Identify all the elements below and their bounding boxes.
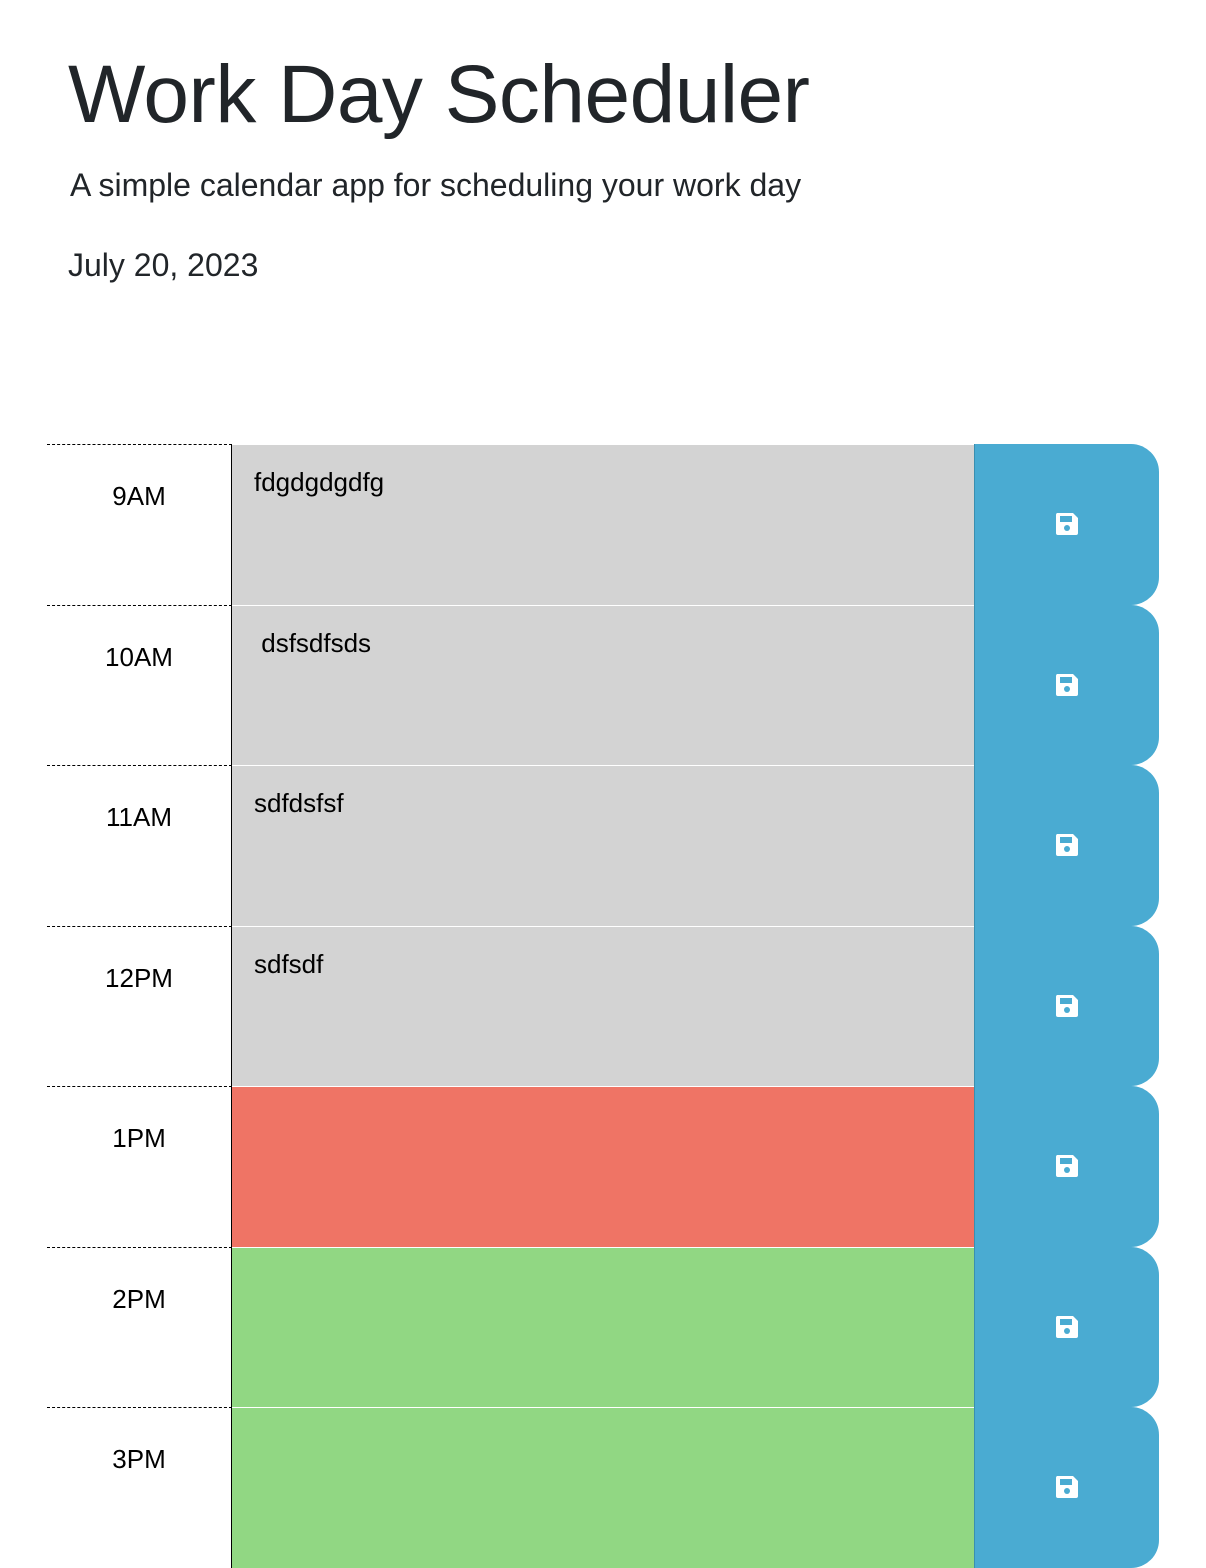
event-description-2pm[interactable] [232,1246,974,1407]
save-button-1pm[interactable] [974,1086,1159,1247]
event-description-3pm[interactable] [232,1407,974,1568]
time-block-2pm: 2PM [47,1246,1159,1407]
hour-label: 9AM [47,444,232,605]
save-button-2pm[interactable] [974,1246,1159,1407]
floppy-disk-icon [1054,993,1080,1019]
save-button-10am[interactable] [974,604,1159,765]
event-description-1pm[interactable] [232,1086,974,1247]
floppy-disk-icon [1054,511,1080,537]
hour-label: 11AM [47,765,232,926]
event-description-9am[interactable]: fdgdgdgdfg [232,444,974,605]
page-title: Work Day Scheduler [68,49,810,140]
hour-label: 3PM [47,1407,232,1568]
save-button-3pm[interactable] [974,1407,1159,1568]
save-button-9am[interactable] [974,444,1159,605]
floppy-disk-icon [1054,1314,1080,1340]
time-block-10am: 10AM dsfsdfsds [47,604,1159,765]
time-block-12pm: 12PM sdfsdf [47,925,1159,1086]
floppy-disk-icon [1054,1474,1080,1500]
save-button-11am[interactable] [974,765,1159,926]
time-block-3pm: 3PM [47,1407,1159,1568]
time-block-9am: 9AM fdgdgdgdfg [47,444,1159,605]
floppy-disk-icon [1054,672,1080,698]
time-block-1pm: 1PM [47,1086,1159,1247]
floppy-disk-icon [1054,832,1080,858]
hour-label: 2PM [47,1246,232,1407]
event-description-10am[interactable]: dsfsdfsds [232,604,974,765]
current-day: July 20, 2023 [68,247,259,283]
event-description-11am[interactable]: sdfdsfsf [232,765,974,926]
hour-label: 12PM [47,925,232,1086]
page-subtitle: A simple calendar app for scheduling you… [70,167,802,203]
floppy-disk-icon [1054,1153,1080,1179]
event-description-12pm[interactable]: sdfsdf [232,925,974,1086]
time-block-11am: 11AM sdfdsfsf [47,765,1159,926]
hour-label: 1PM [47,1086,232,1247]
save-button-12pm[interactable] [974,925,1159,1086]
hour-label: 10AM [47,604,232,765]
timeblocks: 9AM fdgdgdgdfg 10AM dsfsdfsds 11AM sdfds… [47,444,1159,1568]
